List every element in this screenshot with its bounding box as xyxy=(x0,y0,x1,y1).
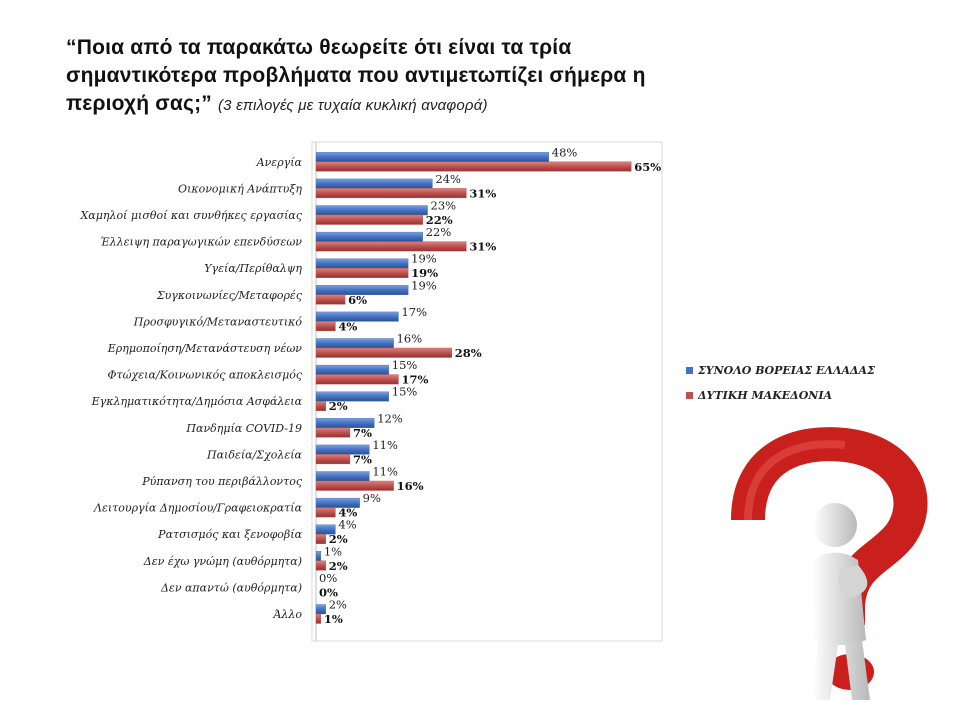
legend-label: ΣΥΝΟΛΟ ΒΟΡΕΙΑΣ ΕΛΛΑΔΑΣ xyxy=(697,364,875,377)
value-label: 22% xyxy=(426,225,452,239)
bar xyxy=(315,285,409,295)
bar xyxy=(315,613,322,624)
bar xyxy=(315,268,409,278)
plot-frame xyxy=(311,141,663,642)
bar xyxy=(315,480,394,491)
value-label: 17% xyxy=(401,305,427,319)
value-label: 2% xyxy=(329,598,347,612)
value-label: 28% xyxy=(455,346,482,360)
bar xyxy=(315,258,409,269)
chart-subtitle: (3 επιλογές με τυχαία κυκλική αναφορά) xyxy=(217,97,488,114)
bar xyxy=(315,507,336,518)
value-label: 9% xyxy=(363,491,381,505)
bar xyxy=(315,560,326,571)
value-label: 23% xyxy=(431,199,457,213)
bar xyxy=(315,231,423,242)
value-label: 12% xyxy=(377,411,403,425)
category-label: Προσφυγικό/Μεταναστευτικό xyxy=(133,315,303,328)
bar xyxy=(315,401,326,411)
value-label: 19% xyxy=(411,278,437,292)
value-label: 15% xyxy=(392,358,418,372)
bar xyxy=(315,427,351,438)
value-label: 7% xyxy=(353,452,372,466)
category-label: Οικονομική Ανάπτυξη xyxy=(178,182,302,195)
value-label: 2% xyxy=(329,532,348,546)
category-label: Ρατσισμός και ξενοφοβία xyxy=(157,528,302,541)
category-label: Συγκοινωνίες/Μεταφορές xyxy=(156,289,303,302)
category-label: Χαμηλοί μισθοί και συνθήκες εργασίας xyxy=(79,209,302,222)
bar xyxy=(315,391,389,402)
value-label: 0% xyxy=(319,585,338,599)
value-label: 1% xyxy=(324,612,343,626)
bar xyxy=(315,364,389,375)
value-label: 0% xyxy=(319,571,337,585)
category-label: Ερημοποίηση/Μετανάστευση νέων xyxy=(107,342,303,355)
bar xyxy=(315,321,336,332)
value-label: 7% xyxy=(353,426,372,440)
value-label: 4% xyxy=(338,518,356,532)
bar xyxy=(315,241,467,252)
category-label: Εγκληματικότητα/Δημόσια Ασφάλεια xyxy=(91,395,303,408)
category-label: Πανδημία COVID-19 xyxy=(185,422,302,435)
value-label: 11% xyxy=(372,438,398,452)
value-label: 2% xyxy=(329,559,348,573)
bar xyxy=(315,338,394,349)
value-label: 19% xyxy=(411,252,437,266)
bar xyxy=(315,294,346,305)
value-label: 2% xyxy=(329,399,348,413)
category-label: Ρύπανση του περιβάλλοντος xyxy=(141,475,303,488)
value-label: 24% xyxy=(435,172,461,186)
bar xyxy=(315,214,423,225)
value-label: 15% xyxy=(392,385,418,399)
value-label: 16% xyxy=(397,332,423,346)
value-label: 19% xyxy=(411,266,438,280)
legend-swatch xyxy=(686,392,693,399)
category-label: Ανεργία xyxy=(256,156,303,169)
bar xyxy=(315,347,453,358)
category-label: Δεν έχω γνώμη (αυθόρμητα) xyxy=(143,555,302,568)
value-label: 1% xyxy=(324,544,342,558)
category-label: Φτώχεια/Κοινωνικός αποκλεισμός xyxy=(107,369,302,382)
bar xyxy=(315,188,467,199)
value-label: 11% xyxy=(372,465,398,479)
category-label: Άλλο xyxy=(272,608,302,621)
bar xyxy=(315,205,428,216)
bar xyxy=(315,454,351,465)
question-figure xyxy=(731,427,928,700)
title-block: “Ποια από τα παρακάτω θεωρείτε ότι είναι… xyxy=(66,34,726,120)
value-label: 22% xyxy=(426,213,453,227)
bar xyxy=(315,152,550,163)
value-label: 48% xyxy=(552,145,578,159)
bar xyxy=(315,311,399,322)
category-label: Έλλειψη παραγωγικών επενδύσεων xyxy=(100,236,303,249)
bar xyxy=(315,374,399,385)
value-label: 4% xyxy=(338,506,357,520)
chart-title: “Ποια από τα παρακάτω θεωρείτε ότι είναι… xyxy=(66,36,646,115)
bar xyxy=(315,471,370,482)
bar xyxy=(315,551,322,561)
category-label: Παιδεία/Σχολεία xyxy=(206,448,303,461)
value-label: 31% xyxy=(469,186,496,200)
value-label: 31% xyxy=(469,240,496,254)
bar xyxy=(315,178,433,189)
value-label: 4% xyxy=(338,319,357,333)
category-label: Δεν απαντώ (αυθόρμητα) xyxy=(160,581,302,594)
bar xyxy=(315,534,326,544)
category-label: Υγεία/Περίθαλψη xyxy=(204,262,302,275)
value-label: 17% xyxy=(401,373,428,387)
value-label: 65% xyxy=(634,160,661,174)
category-label: Λειτουργία Δημοσίου/Γραφειοκρατία xyxy=(93,502,303,515)
bar xyxy=(315,161,632,172)
legend-swatch xyxy=(686,367,693,374)
legend-label: ΔΥΤΙΚΗ ΜΑΚΕΔΟΝΙΑ xyxy=(697,389,832,402)
bar xyxy=(315,497,360,508)
value-label: 16% xyxy=(397,479,424,493)
value-label: 6% xyxy=(348,293,367,307)
